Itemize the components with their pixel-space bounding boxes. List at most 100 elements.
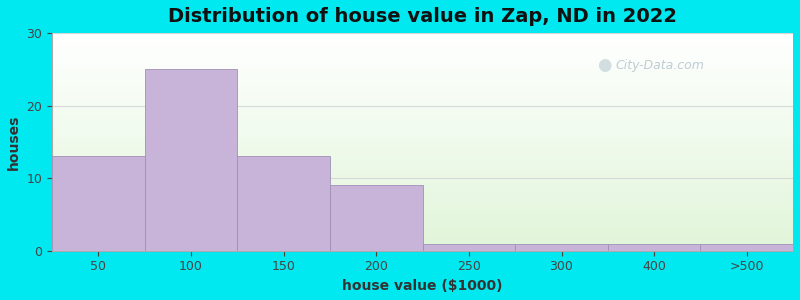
Bar (52, 138, 793, 140)
Bar (52, 105, 793, 107)
Bar (52, 40, 793, 42)
Title: Distribution of house value in Zap, ND in 2022: Distribution of house value in Zap, ND i… (168, 7, 677, 26)
Bar (52, 46, 793, 48)
Bar (52, 59, 793, 61)
Bar (52, 223, 793, 225)
Bar (52, 214, 793, 216)
Bar (52, 35, 793, 38)
Bar (52, 209, 793, 211)
Bar (52, 155, 793, 157)
Bar (52, 185, 793, 188)
Bar (52, 61, 793, 64)
Bar (52, 181, 793, 183)
Bar (52, 179, 793, 181)
Bar (52, 194, 793, 196)
Bar (52, 79, 793, 81)
Bar (422, 244, 515, 251)
Bar (52, 236, 793, 238)
Bar (52, 72, 793, 74)
Bar (52, 66, 793, 68)
Bar (52, 227, 793, 229)
Bar (52, 120, 793, 122)
Bar (52, 57, 793, 59)
Bar (52, 218, 793, 220)
Bar (52, 103, 793, 105)
Bar (52, 201, 793, 203)
Bar (52, 142, 793, 144)
Bar (52, 192, 793, 194)
Bar (52, 122, 793, 124)
Bar (52, 196, 793, 199)
Bar (52, 64, 793, 66)
Bar (52, 244, 793, 246)
Bar (52, 81, 793, 83)
Bar (701, 244, 793, 251)
Bar (52, 170, 793, 172)
Bar (52, 96, 793, 98)
Bar (52, 83, 793, 85)
Bar (52, 175, 793, 177)
Bar (52, 107, 793, 109)
Bar (52, 159, 793, 161)
Bar (52, 238, 793, 240)
Bar (52, 164, 793, 166)
Bar (52, 124, 793, 127)
Bar (52, 205, 793, 207)
Bar (52, 94, 793, 96)
Bar (52, 129, 793, 131)
Bar (52, 242, 793, 244)
Bar (52, 157, 793, 159)
Bar (52, 231, 793, 233)
Bar (52, 133, 793, 135)
Bar (52, 148, 793, 151)
Bar (52, 199, 793, 201)
Bar (52, 42, 793, 44)
Bar (52, 127, 793, 129)
Bar (52, 183, 793, 185)
Bar (52, 220, 793, 223)
Bar (52, 50, 793, 53)
Bar (52, 76, 793, 79)
Bar (52, 116, 793, 118)
Bar (52, 48, 793, 50)
Bar (52, 85, 793, 88)
Bar (52, 144, 793, 146)
Bar (52, 168, 793, 170)
Bar (52, 146, 793, 148)
Bar (52, 90, 793, 92)
Bar (52, 53, 793, 55)
Bar (52, 216, 793, 218)
Bar (52, 70, 793, 72)
Bar (52, 188, 793, 190)
Bar (52, 151, 793, 153)
Bar (145, 69, 238, 251)
Bar (330, 185, 422, 251)
Bar (52, 33, 793, 35)
Bar (52, 55, 793, 57)
Bar (52, 153, 793, 155)
Bar (52, 249, 793, 251)
Bar (52, 166, 793, 168)
Bar (52, 207, 793, 209)
Bar (52, 246, 793, 249)
Bar (52, 131, 793, 133)
Bar (52, 225, 793, 227)
Bar (238, 156, 330, 251)
Bar (52, 233, 793, 236)
Bar (52, 135, 793, 138)
Bar (52, 88, 793, 90)
Text: City-Data.com: City-Data.com (615, 59, 704, 72)
Bar (608, 244, 701, 251)
Bar (52, 68, 793, 70)
Bar (52, 177, 793, 179)
Bar (52, 111, 793, 114)
Bar (52, 140, 793, 142)
Bar (52, 229, 793, 231)
Bar (52, 109, 793, 111)
Bar (52, 92, 793, 94)
Bar (52, 190, 793, 192)
Bar (52, 212, 793, 214)
Bar (52, 118, 793, 120)
Bar (52, 38, 793, 40)
Y-axis label: houses: houses (7, 114, 21, 169)
